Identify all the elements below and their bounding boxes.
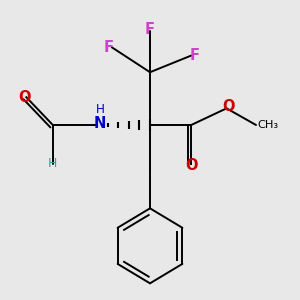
Text: O: O [185,158,197,173]
Text: H: H [48,158,58,170]
Text: N: N [94,116,106,131]
Text: O: O [19,90,31,105]
Text: CH₃: CH₃ [257,120,279,130]
Text: O: O [222,99,234,114]
Text: F: F [145,22,155,37]
Text: F: F [189,48,199,63]
Text: F: F [104,40,114,55]
Text: H: H [95,103,104,116]
